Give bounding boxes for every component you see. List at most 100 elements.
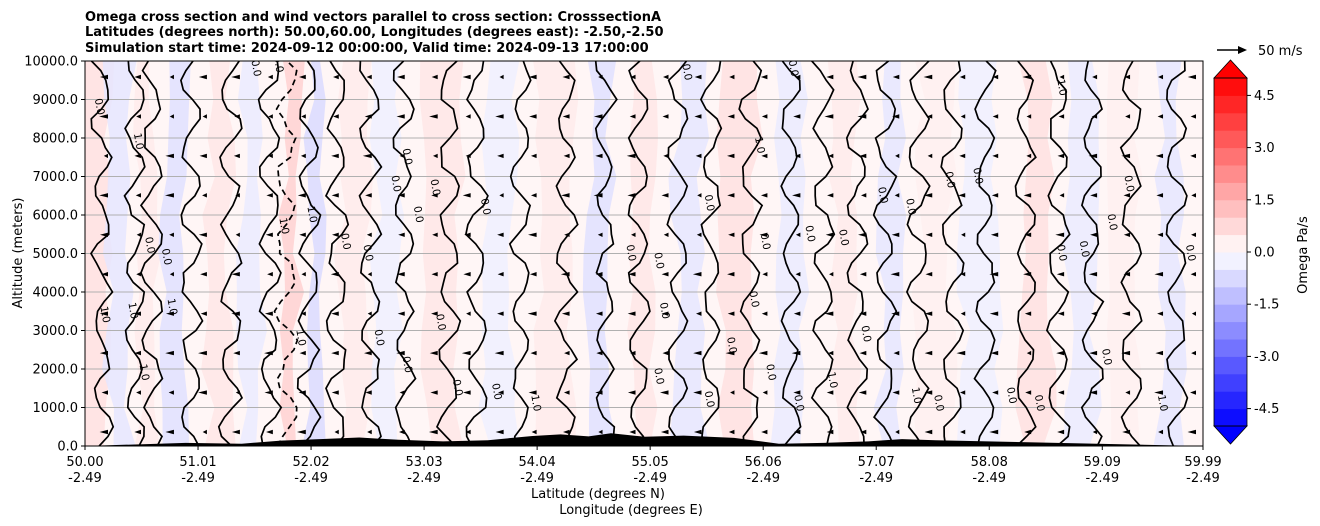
wind-vector	[429, 350, 438, 356]
colorbar-tick-label: 0.0	[1254, 246, 1275, 261]
wind-vector	[99, 350, 108, 356]
wind-vector	[463, 272, 471, 277]
contour-line	[666, 61, 689, 446]
wind-vector	[727, 311, 735, 316]
wind-vector	[729, 74, 735, 80]
wind-vector	[1125, 114, 1131, 119]
wind-vector	[265, 232, 273, 237]
wind-vector	[1025, 390, 1032, 395]
wind-vector	[465, 429, 471, 435]
colorbar-segment	[1214, 147, 1247, 166]
wind-vector	[990, 232, 999, 237]
contour-label: 0.0	[746, 290, 761, 309]
colorbar-segment	[1214, 112, 1247, 131]
contour-label: 0.0	[271, 55, 286, 74]
wind-vector	[267, 74, 273, 80]
wind-vector	[134, 429, 141, 435]
wind-vector	[1154, 272, 1164, 277]
wind-vector	[892, 114, 900, 119]
wind-vector	[1022, 74, 1032, 80]
wind-vector	[795, 153, 801, 159]
contour-line	[464, 61, 489, 446]
wind-vector	[462, 74, 471, 80]
wind-vector	[761, 429, 768, 435]
wind-vector	[433, 153, 438, 159]
title-line-1: Omega cross section and wind vectors par…	[85, 10, 661, 25]
colorbar-segment	[1214, 408, 1247, 427]
contour-label: 1.0	[825, 371, 840, 390]
terrain-profile	[85, 433, 1203, 446]
wind-vector	[1023, 193, 1032, 198]
wind-vector	[198, 232, 207, 237]
wind-vector	[597, 232, 603, 237]
wind-vector	[662, 350, 669, 356]
wind-vector	[1190, 153, 1196, 159]
wind-vector	[627, 311, 636, 316]
contour-line	[1014, 61, 1037, 446]
wind-vector	[663, 153, 669, 159]
wind-vector	[959, 74, 966, 80]
wind-vector	[795, 232, 801, 237]
wind-vector	[1024, 429, 1032, 435]
wind-vector	[693, 350, 702, 356]
contour-label: 0.0	[388, 174, 403, 193]
omega-band	[302, 61, 327, 446]
wind-vector	[827, 193, 834, 198]
wind-vector	[530, 350, 537, 356]
wind-vector	[465, 114, 471, 119]
wind-vector	[136, 114, 141, 119]
x-tick-label-lon: -2.49	[859, 471, 893, 486]
wind-vector	[1123, 193, 1131, 198]
contour-label: 1.0	[752, 136, 767, 155]
wind-vector	[298, 390, 306, 395]
wind-vector	[563, 429, 570, 435]
wind-vector	[527, 311, 537, 316]
contour-label: 0.0	[1105, 213, 1120, 232]
contour-line	[1165, 61, 1189, 446]
contour-label: 0.0	[450, 378, 465, 397]
wind-vector	[136, 390, 141, 395]
wind-vector	[464, 232, 471, 237]
contour-label: 0.0	[651, 367, 666, 386]
wind-vector	[1157, 114, 1164, 119]
wind-vector	[1123, 272, 1131, 277]
wind-vector	[99, 429, 108, 435]
contour-line	[392, 61, 417, 446]
wind-vector	[530, 193, 537, 198]
contour-label: 0.0	[478, 198, 493, 217]
wind-vector	[1155, 350, 1164, 356]
wind-vector	[1155, 153, 1164, 159]
wind-vector	[531, 429, 537, 435]
wind-vector	[761, 114, 768, 119]
wind-vector	[730, 390, 735, 395]
contour-line	[273, 61, 299, 446]
colorbar: 4.5 3.0 1.5 0.0 -1.5 -3.0 -4.5	[1213, 59, 1279, 445]
title-line-2: Latitudes (degrees north): 50.00,60.00, …	[85, 25, 664, 40]
wind-vector	[961, 232, 966, 237]
contour-line	[1119, 61, 1143, 446]
x-tick-label-lat: 59.09	[1084, 455, 1121, 470]
wind-vector	[99, 311, 108, 316]
wind-vector	[828, 350, 834, 356]
contour-line	[594, 61, 618, 446]
wind-vector	[795, 74, 801, 80]
colorbar-segment	[1214, 373, 1247, 392]
contour-label: 0.0	[802, 224, 817, 243]
wind-vector	[858, 232, 867, 237]
x-tick-label-lat: 57.07	[858, 455, 895, 470]
wind-vector	[593, 193, 603, 198]
contour-label: 1.0	[131, 132, 146, 151]
wind-vector	[960, 311, 966, 316]
y-tick-label: 2000.0	[33, 363, 79, 378]
wind-vector	[697, 193, 702, 198]
x-tick-label-lon: -2.49	[68, 471, 102, 486]
wind-vector	[560, 193, 570, 198]
wind-vector	[1089, 390, 1098, 395]
wind-vector	[1191, 193, 1196, 198]
wind-vector	[99, 114, 108, 119]
wind-vector	[398, 193, 405, 198]
wind-vector	[956, 350, 966, 356]
wind-vector	[892, 390, 900, 395]
wind-vector	[330, 272, 339, 277]
y-tick-label: 4000.0	[33, 286, 79, 301]
